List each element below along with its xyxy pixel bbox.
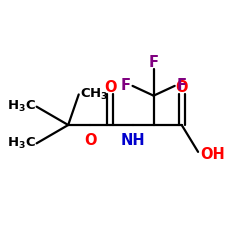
Text: O: O [84, 134, 97, 148]
Text: $\mathbf{H_3C}$: $\mathbf{H_3C}$ [6, 99, 36, 114]
Text: F: F [148, 55, 158, 70]
Text: F: F [177, 78, 187, 94]
Text: F: F [120, 78, 130, 94]
Text: $\mathbf{CH_3}$: $\mathbf{CH_3}$ [80, 87, 108, 102]
Text: O: O [176, 80, 188, 94]
Text: $\mathbf{H_3C}$: $\mathbf{H_3C}$ [6, 136, 36, 151]
Text: OH: OH [200, 147, 225, 162]
Text: NH: NH [120, 133, 145, 148]
Text: O: O [104, 80, 117, 94]
